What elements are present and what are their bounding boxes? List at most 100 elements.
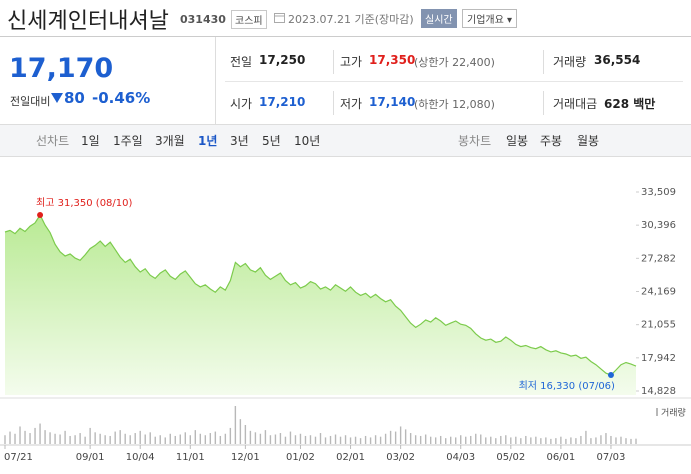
- volume-bar: [164, 437, 166, 444]
- volume-bar: [199, 433, 202, 444]
- tab[interactable]: 일봉: [506, 134, 529, 148]
- volume-bar: [309, 435, 312, 444]
- high-marker: [37, 211, 44, 218]
- volume-bar: [620, 436, 622, 444]
- stat-value: 628 백만: [604, 97, 656, 111]
- tab[interactable]: 1일: [81, 134, 100, 148]
- volume-bar: [214, 431, 217, 444]
- stat-label: 시가: [230, 97, 253, 111]
- volume-bar: [189, 435, 191, 444]
- volume-bar: [399, 426, 402, 444]
- volume-bar: [635, 438, 637, 444]
- volume-bar: [249, 430, 252, 444]
- volume-bar: [490, 436, 492, 444]
- y-tick-label: 27,282: [641, 253, 676, 264]
- volume-bar: [29, 433, 31, 444]
- volume-bar: [119, 430, 121, 444]
- volume-bar: [209, 433, 212, 444]
- volume-bar: [334, 434, 337, 444]
- stat-label: 거래량: [553, 55, 587, 69]
- volume-bar: [179, 434, 181, 444]
- volume-bar: [550, 438, 552, 444]
- tab[interactable]: 주봉: [540, 134, 563, 148]
- change-rate: -0.46%: [92, 89, 151, 107]
- volume-bar: [450, 436, 452, 444]
- tab[interactable]: 월봉: [577, 134, 600, 148]
- price-area: [5, 215, 636, 395]
- volume-bar: [149, 432, 151, 444]
- volume-legend: 거래량: [661, 407, 686, 419]
- x-tick-label: 03/02: [386, 452, 415, 463]
- realtime-button[interactable]: 실시간: [421, 9, 457, 28]
- company-info-button[interactable]: 기업개요 ▾: [462, 9, 518, 28]
- y-tick-label: 14,828: [641, 386, 676, 397]
- x-tick-label: 09/01: [76, 452, 105, 463]
- stock-title: 신세계인터내셔날: [7, 9, 169, 34]
- volume-bar: [194, 430, 197, 444]
- tab-group-label: 선차트: [36, 134, 70, 148]
- tab[interactable]: 3개월: [155, 134, 185, 148]
- volume-bar: [570, 437, 572, 444]
- volume-bar: [274, 434, 277, 444]
- header-divider: [0, 36, 691, 37]
- volume-bar: [630, 438, 632, 444]
- low-label: 최저 16,330 (07/06): [519, 380, 615, 392]
- volume-bar: [475, 433, 477, 444]
- stat-value: 17,250: [259, 53, 306, 67]
- volume-bar: [129, 435, 131, 444]
- volume-bar: [109, 435, 111, 444]
- volume-bar: [429, 436, 432, 444]
- volume-bar: [485, 437, 487, 444]
- volume-bar: [500, 435, 502, 444]
- stats-divider: [225, 81, 683, 82]
- volume-bar: [299, 433, 302, 444]
- volume-legend-swatch: [656, 408, 658, 416]
- stat-value: 17,210: [259, 95, 306, 109]
- stat-label: 저가: [340, 97, 363, 111]
- x-tick-label: 11/01: [176, 452, 205, 463]
- price-line: [4, 213, 637, 376]
- volume-bar: [4, 435, 6, 444]
- volume-bar: [590, 438, 592, 444]
- volume-bar: [154, 436, 156, 444]
- volume-bar: [19, 426, 21, 444]
- volume-bar: [329, 435, 332, 444]
- volume-bar: [84, 436, 86, 444]
- volume-bar: [389, 430, 392, 444]
- volume-bar: [49, 432, 51, 444]
- volume-bar: [565, 438, 567, 444]
- volume-bar: [9, 431, 11, 444]
- tab[interactable]: 5년: [262, 134, 281, 148]
- col-divider: [333, 50, 334, 74]
- col-divider: [333, 91, 334, 115]
- volume-bar: [244, 425, 247, 444]
- stat-value: 17,140: [369, 95, 416, 109]
- col-divider: [543, 91, 544, 115]
- volume-bar: [54, 433, 56, 444]
- tab-bar: [0, 124, 691, 157]
- volume-bar: [74, 435, 76, 444]
- volume-bar: [314, 436, 317, 444]
- volume-bar: [480, 434, 482, 444]
- volume-bar: [520, 438, 522, 444]
- volume-bar: [269, 435, 272, 444]
- volume-bar: [234, 406, 237, 444]
- volume-bar: [89, 427, 91, 444]
- tab[interactable]: 3년: [230, 134, 249, 148]
- volume-bar: [319, 433, 322, 444]
- volume-bar: [384, 433, 387, 444]
- tab[interactable]: 1년: [198, 134, 218, 148]
- tab[interactable]: 1주일: [113, 134, 143, 148]
- volume-bar: [374, 435, 377, 444]
- tab[interactable]: 10년: [294, 134, 321, 148]
- volume-bar: [555, 438, 557, 444]
- volume-bar: [525, 435, 527, 444]
- volume-bar: [610, 435, 612, 444]
- volume-bar: [279, 433, 282, 444]
- volume-bar: [14, 433, 16, 444]
- volume-bar: [324, 437, 327, 444]
- volume-bar: [585, 430, 587, 444]
- volume-bar: [455, 437, 457, 444]
- volume-bar: [495, 438, 497, 444]
- base-date: 2023.07.21 기준(장마감): [288, 13, 414, 26]
